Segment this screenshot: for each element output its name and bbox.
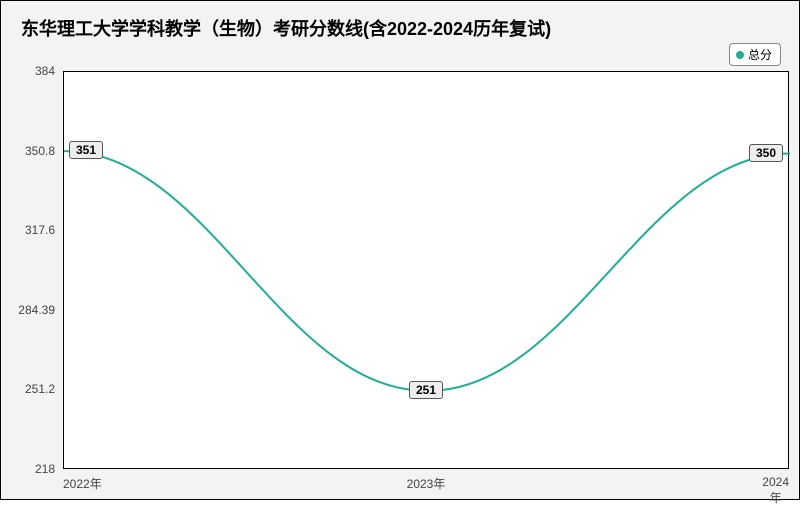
chart-container: 东华理工大学学科教学（生物）考研分数线(含2022-2024历年复试) 总分 2… [0,0,800,500]
line-series [64,72,790,470]
y-tick-label: 284.39 [18,303,55,317]
y-tick-label: 218 [35,462,55,476]
x-tick-label: 2022年 [63,475,102,492]
data-point-label: 251 [409,381,443,399]
y-tick-label: 251.2 [25,382,55,396]
legend-label: 总分 [748,46,772,63]
plot-area [63,71,789,469]
data-point-label: 350 [749,144,783,162]
y-tick-label: 317.6 [25,223,55,237]
legend: 总分 [729,43,781,66]
y-tick-label: 350.8 [25,144,55,158]
legend-marker-icon [736,51,744,59]
x-tick-label: 2023年 [407,475,446,492]
y-tick-label: 384 [35,64,55,78]
x-tick-label: 2024年 [762,475,789,506]
series-line [64,151,790,391]
chart-title: 东华理工大学学科教学（生物）考研分数线(含2022-2024历年复试) [21,15,551,41]
data-point-label: 351 [69,141,103,159]
